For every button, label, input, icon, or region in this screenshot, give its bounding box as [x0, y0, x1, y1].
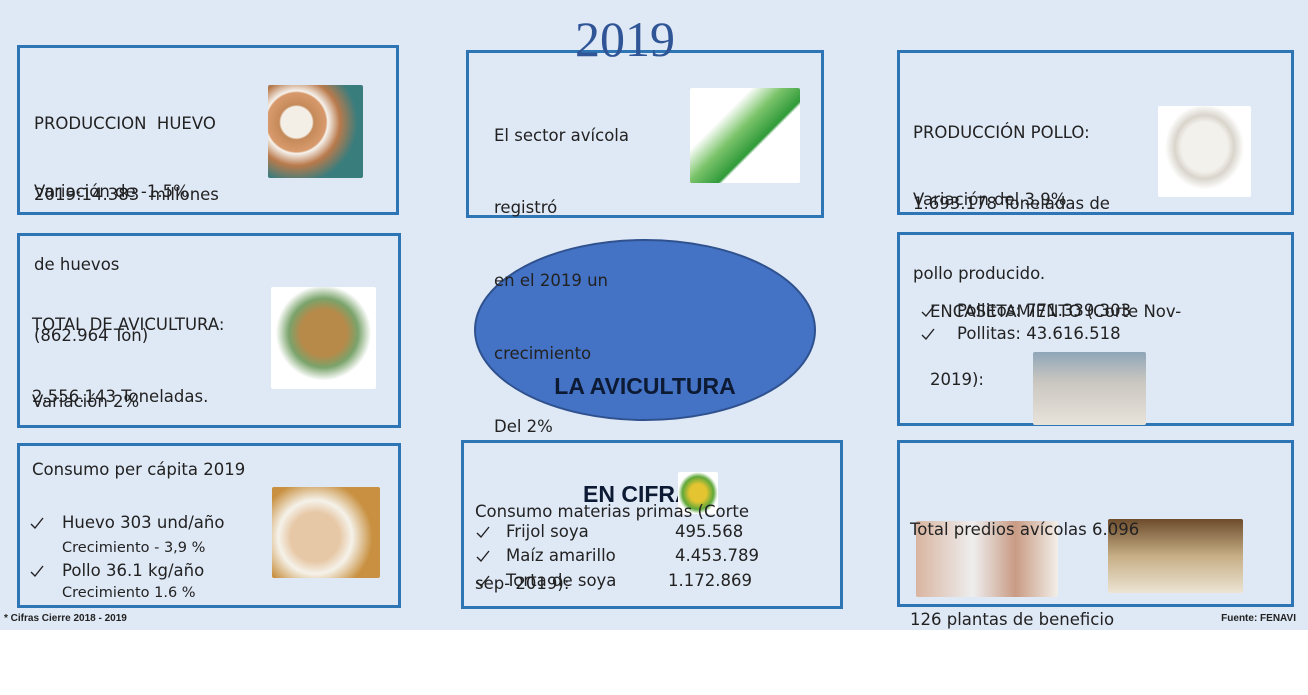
text-line: Del 2%	[494, 415, 629, 439]
text-line: Total predios avícolas 6.096	[910, 515, 1139, 545]
text-line: Consumo materias primas (Corte	[475, 500, 749, 524]
panel-text: Consumo per cápita 2019	[32, 460, 245, 480]
text-line: registró	[494, 196, 629, 220]
photo	[272, 487, 380, 578]
list-value: 4.453.789	[675, 546, 759, 566]
title: 2019	[575, 14, 675, 64]
panel-text: ENCASETAMIENTO (Corte Nov- 2019):	[930, 256, 1181, 436]
check-icon	[921, 304, 935, 318]
list-value: 495.568	[675, 522, 743, 542]
list-note: Crecimiento - 3,9 %	[62, 538, 205, 558]
text-line: PRODUCCIÓN POLLO:	[913, 121, 1110, 145]
photo	[271, 287, 376, 389]
list-item: Frijol soya	[506, 522, 589, 542]
variation: Variación del 3,9%	[913, 190, 1066, 210]
list-item: Pollo 36.1 kg/año	[62, 561, 204, 581]
list-note: Crecimiento 1.6 %	[62, 583, 196, 603]
list-item: Pollitos: 771.339.303	[957, 301, 1131, 321]
text-line: TOTAL DE AVICULTURA:	[32, 313, 224, 337]
panel-text: Total predios avícolas 6.096 126 plantas…	[910, 455, 1139, 695]
text-line: en el 2019 un	[494, 269, 629, 293]
variation: Variación 2%	[32, 392, 139, 412]
text-line: 126 plantas de beneficio	[910, 605, 1139, 635]
list-value: 1.172.869	[668, 571, 752, 591]
check-icon	[921, 327, 935, 341]
panel-text: TOTAL DE AVICULTURA: 2.556.143 Toneladas…	[32, 265, 224, 457]
source: Fuente: FENAVI	[1221, 612, 1296, 626]
check-icon	[476, 574, 490, 588]
text-line: PRODUCCION HUEVO	[34, 112, 219, 136]
text-line: El sector avícola	[494, 124, 629, 148]
text-line: crecimiento	[494, 342, 629, 366]
footnote: * Cifras Cierre 2018 - 2019	[4, 612, 127, 626]
list-item: Pollitas: 43.616.518	[957, 324, 1121, 344]
photo	[1158, 106, 1251, 197]
list-item: Torta de soya	[506, 571, 616, 591]
panel-text: El sector avícola registró en el 2019 un…	[494, 75, 629, 488]
variation: Variación de -1.5%	[34, 182, 189, 202]
photo	[690, 88, 800, 183]
infographic: 2019 LA AVICULTURA EN CIFRAS PRODUCCION …	[0, 0, 1308, 630]
check-icon	[30, 516, 44, 530]
list-item: Maíz amarillo	[506, 546, 616, 566]
photo	[268, 85, 363, 178]
check-icon	[476, 549, 490, 563]
check-icon	[476, 525, 490, 539]
text-line: 2019):	[930, 369, 1181, 392]
list-item: Huevo 303 und/año	[62, 513, 224, 533]
check-icon	[30, 564, 44, 578]
